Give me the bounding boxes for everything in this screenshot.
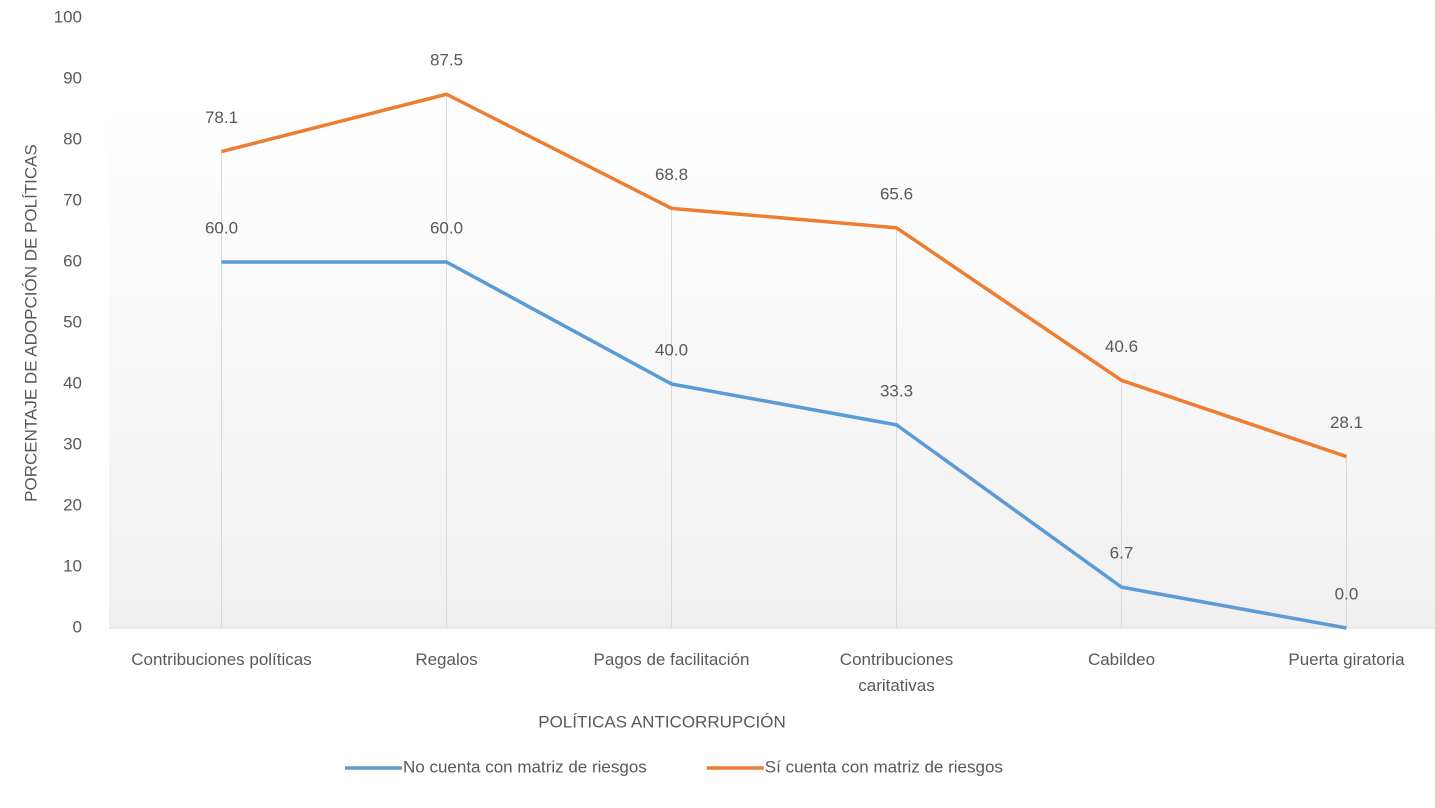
series-line xyxy=(221,260,1347,630)
data-label: 40.0 xyxy=(655,340,688,359)
x-tick-label: Cabildeo xyxy=(1087,650,1156,669)
x-tick-label: Contribuciones políticas xyxy=(131,650,312,669)
data-label: 65.6 xyxy=(880,184,913,203)
legend-label: No cuenta con matriz de riesgos xyxy=(403,757,647,776)
y-tick-label: 10 xyxy=(63,556,82,575)
y-tick-label: 80 xyxy=(63,129,82,148)
data-label: 0.0 xyxy=(1335,584,1359,603)
data-label: 60.0 xyxy=(430,218,463,237)
x-tick-label: Pagos de facilitación xyxy=(593,650,750,669)
y-tick-label: 30 xyxy=(63,434,82,453)
data-label: 40.6 xyxy=(1105,337,1138,356)
x-tick-label: Puerta giratoria xyxy=(1288,650,1405,669)
y-tick-label: 40 xyxy=(63,373,82,392)
y-tick-label: 20 xyxy=(63,495,82,514)
y-tick-label: 100 xyxy=(54,7,82,26)
data-label: 78.1 xyxy=(205,108,238,127)
data-label: 33.3 xyxy=(880,381,913,400)
y-tick-label: 0 xyxy=(73,617,82,636)
y-tick-label: 60 xyxy=(63,251,82,270)
y-axis-label: PORCENTAJE DE ADOPCIÓN DE POLÍTICAS xyxy=(21,144,40,502)
data-label: 87.5 xyxy=(430,51,463,70)
x-tick-label: Regalos xyxy=(415,650,478,669)
legend-label: Sí cuenta con matriz de riesgos xyxy=(765,757,1003,776)
y-tick-label: 50 xyxy=(63,312,82,331)
series-line xyxy=(221,92,1348,459)
x-axis-label: POLÍTICAS ANTICORRUPCIÓN xyxy=(538,712,785,731)
data-label: 68.8 xyxy=(655,165,688,184)
x-tick-label: Contribuciones caritativas xyxy=(839,650,954,695)
data-label: 60.0 xyxy=(205,218,238,237)
data-label: 28.1 xyxy=(1330,413,1363,432)
plot-background xyxy=(109,100,1435,628)
y-tick-label: 70 xyxy=(63,190,82,209)
data-label: 6.7 xyxy=(1110,544,1134,563)
y-tick-label: 90 xyxy=(63,68,82,87)
